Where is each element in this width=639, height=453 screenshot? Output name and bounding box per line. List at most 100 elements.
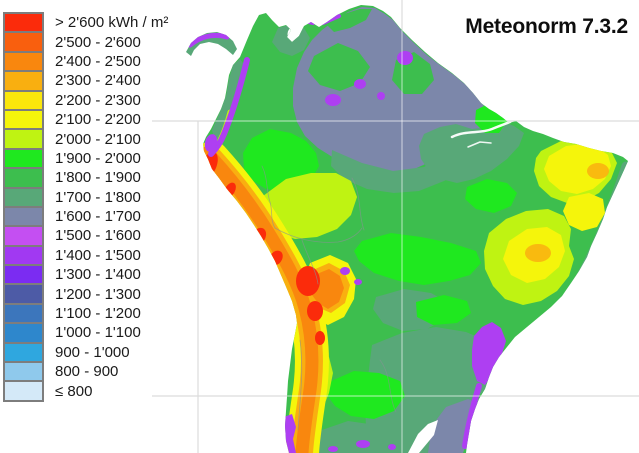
legend-label: 2'200 - 2'300	[55, 91, 141, 109]
legend-swatch	[3, 283, 44, 305]
ne-orange-tinge	[587, 163, 609, 179]
purple-ecuador-coast	[204, 134, 218, 152]
purple-se-coast-tail	[462, 383, 482, 449]
amazon-river	[450, 120, 512, 139]
legend-swatch	[3, 380, 44, 402]
region-ne-brightgreen-pocket	[465, 179, 517, 213]
legend-row: 1'100 - 1'200	[3, 302, 168, 325]
region-west-amazon-brightgreen	[243, 129, 319, 191]
border-chile-argentina	[297, 339, 303, 431]
region-acre-yellowgreen	[259, 173, 357, 239]
legend-label: 1'600 - 1'700	[55, 208, 141, 226]
region-south-brazil-graygreen	[365, 327, 504, 453]
legend-row: 2'200 - 2'300	[3, 89, 168, 111]
legend-swatch	[3, 322, 44, 344]
purple-bolivia-spot-1	[340, 267, 350, 275]
legend-row: 2'100 - 2'200	[3, 108, 168, 131]
region-south-brightgreen	[327, 371, 405, 419]
legend-label: 2'400 - 2'500	[55, 52, 141, 70]
legend-label: 2'300 - 2'400	[55, 72, 141, 90]
legend-label: 1'800 - 1'900	[55, 169, 141, 187]
region-central-brazil-brightgreen	[354, 233, 481, 285]
purple-chile-coast	[281, 414, 296, 453]
border-bolivia-brazil	[274, 227, 363, 243]
legend-row: 1'700 - 1'800	[3, 186, 168, 208]
legend-label: 2'100 - 2'200	[55, 111, 141, 129]
legend-swatch	[3, 12, 44, 34]
legend-label: 1'000 - 1'100	[55, 324, 141, 342]
legend-swatch	[3, 264, 44, 286]
legend-row: 900 - 1'000	[3, 341, 168, 364]
legend-swatch	[3, 147, 44, 170]
legend-swatch	[3, 361, 44, 383]
region-se-brightgreen	[416, 295, 471, 325]
legend-row: 800 - 900	[3, 361, 168, 383]
parana-estuary	[408, 420, 438, 453]
legend-row: 2'500 - 2'600	[3, 31, 168, 53]
legend-label: 900 - 1'000	[55, 343, 130, 361]
legend-label: 1'400 - 1'500	[55, 246, 141, 264]
legend-label: 1'200 - 1'300	[55, 285, 141, 303]
legend-swatch	[3, 108, 44, 131]
legend-row: 1'600 - 1'700	[3, 205, 168, 228]
legend-label: 2'000 - 2'100	[55, 130, 141, 148]
region-coast-green-cap	[326, 9, 372, 32]
red-spot-altiplano-south	[307, 301, 323, 321]
purple-amazon-spot-1	[325, 94, 341, 106]
andes-band-orange	[205, 151, 319, 453]
bolivia-bulge-orange	[312, 269, 344, 309]
map-title: Meteonorm 7.3.2	[465, 15, 628, 38]
legend-row: 1'200 - 1'300	[3, 283, 168, 305]
legend-label: > 2'600 kWh / m²	[55, 14, 169, 32]
purple-paraguay-spot-3	[388, 444, 396, 450]
legend-swatch	[3, 244, 44, 267]
purple-amazon-spot-2	[354, 79, 366, 89]
legend-swatch	[3, 50, 44, 73]
border-peru-brazil	[261, 165, 276, 229]
legend-swatch	[3, 302, 44, 325]
legend-swatch	[3, 167, 44, 189]
legend-label: 800 - 900	[55, 363, 119, 381]
purple-venezuela-coast-1	[295, 17, 315, 25]
legend-swatch	[3, 128, 44, 150]
legend-row: 2'000 - 2'100	[3, 128, 168, 150]
legend-row: 1'800 - 1'900	[3, 167, 168, 189]
purple-bolivia-spot-2	[354, 279, 362, 285]
legend-row: 1'300 - 1'400	[3, 264, 168, 286]
legend-label: 1'500 - 1'600	[55, 227, 141, 245]
legend-row: 1'500 - 1'600	[3, 225, 168, 247]
region-se-coast-grayblue	[428, 399, 481, 453]
purple-paraguay-spot-2	[328, 446, 338, 452]
border-rondonia	[351, 177, 365, 231]
border-paraguay	[379, 359, 397, 413]
purple-guyana-spot	[397, 51, 413, 65]
legend-row: 1'000 - 1'100	[3, 322, 168, 344]
centraleast-orange-tinge	[525, 244, 551, 262]
legend-row: 1'400 - 1'500	[3, 244, 168, 267]
legend-row: 2'400 - 2'500	[3, 50, 168, 73]
purple-colombia-andes	[208, 57, 250, 157]
legend-label: 2'500 - 2'600	[55, 33, 141, 51]
legend-label: 1'700 - 1'800	[55, 188, 141, 206]
red-spot-altiplano	[296, 266, 320, 296]
legend: > 2'600 kWh / m² 2'500 - 2'600 2'400 - 2'5…	[3, 12, 168, 402]
legend-swatch	[3, 341, 44, 364]
purple-panama-coast	[187, 32, 230, 48]
amazon-river-branch	[467, 141, 492, 148]
purple-guyana-spot-2	[377, 92, 385, 100]
legend-swatch	[3, 225, 44, 247]
legend-swatch	[3, 186, 44, 208]
region-east-amazon-graygreen	[419, 122, 524, 183]
legend-row: 1'900 - 2'000	[3, 147, 168, 170]
legend-swatch	[3, 205, 44, 228]
lake-maracaibo	[287, 28, 297, 40]
purple-paraguay-spot-1	[356, 440, 370, 448]
legend-swatch	[3, 31, 44, 53]
region-ne-inner-yellow	[563, 193, 605, 231]
legend-swatch	[3, 89, 44, 111]
region-ne-yellow	[544, 144, 611, 194]
purple-se-brazil-coast	[472, 322, 506, 385]
legend-row: ≤ 800	[3, 380, 168, 402]
